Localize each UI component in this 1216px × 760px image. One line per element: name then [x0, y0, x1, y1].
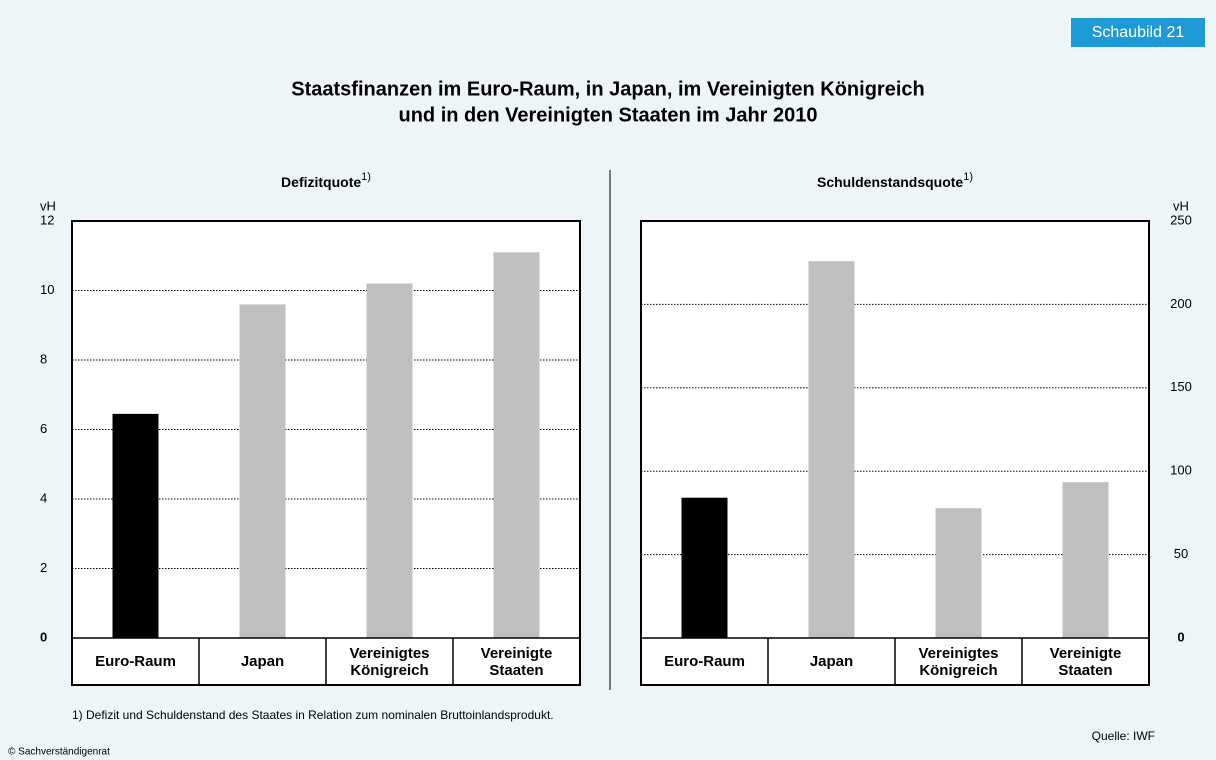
y-tick-label: 4 [40, 490, 47, 505]
y-tick-label: 250 [1170, 212, 1192, 227]
plot-frame [71, 220, 581, 686]
badge: Schaubild 21 [1092, 24, 1185, 41]
y-tick-label: 2 [40, 560, 47, 575]
y-tick-label: 6 [40, 421, 47, 436]
x-tick-label: Vereinigte Staaten [1049, 644, 1122, 679]
chart-title-text: Defizitquote [281, 174, 361, 190]
bar [366, 283, 413, 638]
chart-title: Defizitquote1) [281, 171, 371, 190]
y-tick-label: 100 [1170, 463, 1192, 478]
copyright: © Sachverständigenrat [8, 747, 110, 758]
title-line: und in den Vereinigten Staaten im Jahr 2… [398, 104, 817, 126]
chart-title: Schuldenstandsquote1) [817, 171, 973, 190]
x-tick-label: Vereinigtes Königreich [918, 644, 999, 679]
chart-title-text: Schuldenstandsquote [817, 174, 963, 190]
bar [681, 497, 728, 638]
bar [112, 413, 159, 638]
bar [935, 508, 982, 638]
footnote: 1) Defizit und Schuldenstand des Staates… [72, 708, 554, 722]
y-tick-label: 0 [40, 629, 47, 644]
y-tick-label: 10 [40, 282, 54, 297]
y-tick-label: 8 [40, 351, 47, 366]
y-tick-label: 12 [40, 212, 54, 227]
x-tick-label: Vereinigtes Königreich [349, 644, 430, 679]
y-tick-label: 0 [1177, 629, 1184, 644]
x-tick-label: Euro-Raum [95, 653, 176, 670]
bar [1062, 482, 1109, 638]
x-tick-label: Japan [809, 653, 854, 670]
x-tick-label: Euro-Raum [664, 653, 745, 670]
y-axis-label: vH [1173, 198, 1189, 213]
x-tick-label: Japan [240, 653, 285, 670]
chart-title-note: 1) [963, 171, 973, 183]
y-tick-label: 50 [1174, 546, 1188, 561]
y-tick-label: 150 [1170, 379, 1192, 394]
bar [239, 304, 286, 638]
title-line: Staatsfinanzen im Euro-Raum, in Japan, i… [291, 78, 924, 100]
badge-box [1071, 18, 1205, 47]
plot-frame [640, 220, 1150, 686]
bar [493, 252, 540, 638]
chart-title-note: 1) [361, 171, 371, 183]
bar [808, 261, 855, 638]
y-axis-label: vH [40, 198, 56, 213]
source: Quelle: IWF [1092, 729, 1155, 743]
x-tick-label: Vereinigte Staaten [480, 644, 553, 679]
y-tick-label: 200 [1170, 296, 1192, 311]
